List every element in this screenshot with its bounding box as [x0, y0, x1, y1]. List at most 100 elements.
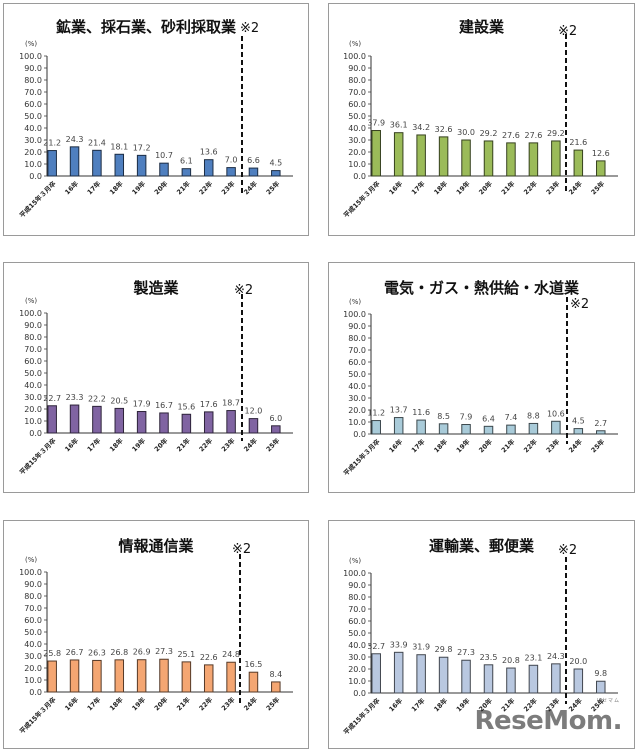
bar	[69, 146, 80, 177]
x-category-label: 16年	[387, 696, 405, 714]
chart-title: 製造業	[133, 279, 179, 297]
x-category-label: 25年	[264, 179, 282, 197]
data-label: 20.0	[569, 657, 587, 666]
data-label: 32.7	[367, 642, 385, 651]
y-tick-label: 80.0	[348, 593, 366, 602]
bar	[596, 680, 606, 694]
x-category-label: 21年	[499, 179, 517, 197]
data-label: 11.2	[367, 409, 385, 418]
y-axis-unit-label: (%)	[25, 40, 38, 48]
y-tick-label: 50.0	[348, 629, 366, 638]
footnote-marker: ※2	[240, 21, 260, 36]
y-tick-label: 10.0	[348, 677, 366, 686]
bar	[159, 658, 169, 693]
x-category-label: 23年	[219, 695, 237, 713]
y-tick-label: 80.0	[24, 76, 42, 85]
y-tick-label: 90.0	[24, 580, 42, 589]
bar	[248, 671, 259, 693]
x-category-label: 20年	[152, 695, 170, 713]
x-category-label: 22年	[521, 437, 539, 455]
data-label: 8.4	[269, 670, 282, 679]
bar	[47, 405, 57, 434]
x-category-label: 24年	[242, 436, 260, 454]
data-label: 6.4	[482, 414, 495, 423]
bar-chart-plot: 0.0 10.0 20.0 30.0 40.0 50.0 60.0 70.0 80.0 90.0 1…	[17, 294, 293, 476]
y-tick-label: 0.0	[29, 688, 42, 697]
data-label: 8.8	[527, 411, 540, 420]
x-category-label: 19年	[130, 436, 148, 454]
y-tick-label: 40.0	[348, 641, 366, 650]
bar	[271, 425, 281, 434]
x-category-label: 20年	[477, 696, 495, 714]
y-tick-label: 10.0	[24, 417, 42, 426]
x-category-label: 25年	[589, 696, 607, 714]
y-tick-label: 90.0	[348, 64, 366, 73]
data-label: 33.9	[390, 640, 408, 649]
y-tick-label: 90.0	[24, 64, 42, 73]
x-category-label: 平成15年３月卒	[17, 695, 58, 736]
x-category-label: 22年	[197, 436, 215, 454]
data-label: 22.7	[43, 394, 61, 403]
bar	[92, 149, 102, 177]
data-label: 29.8	[435, 645, 453, 654]
data-label: 12.6	[592, 149, 610, 158]
data-label: 6.6	[247, 156, 260, 165]
bar	[573, 149, 584, 177]
bar	[136, 154, 147, 177]
y-tick-label: 70.0	[348, 88, 366, 97]
data-label: 36.1	[390, 121, 408, 130]
y-tick-label: 30.0	[24, 393, 42, 402]
bar	[69, 404, 80, 434]
y-tick-label: 60.0	[348, 358, 366, 367]
y-tick-label: 100.0	[343, 569, 366, 578]
data-label: 22.2	[88, 394, 106, 403]
x-category-label: 20年	[477, 179, 495, 197]
footnote-marker: ※2	[558, 543, 578, 558]
y-tick-label: 60.0	[348, 617, 366, 626]
x-category-label: 24年	[566, 696, 584, 714]
bar	[483, 425, 494, 435]
x-category-label: 19年	[130, 695, 148, 713]
y-tick-label: 100.0	[343, 310, 366, 319]
y-tick-label: 90.0	[348, 322, 366, 331]
x-category-label: 24年	[242, 179, 260, 197]
bar	[114, 659, 125, 693]
y-tick-label: 50.0	[24, 628, 42, 637]
x-category-label: 21年	[174, 179, 192, 197]
y-tick-label: 40.0	[24, 124, 42, 133]
data-label: 18.1	[110, 142, 128, 151]
x-category-label: 25年	[264, 436, 282, 454]
data-label: 20.5	[110, 396, 128, 405]
bar	[528, 664, 539, 694]
y-axis-unit-label: (%)	[349, 298, 362, 306]
x-category-label: 18年	[432, 696, 450, 714]
data-label: 24.3	[547, 652, 565, 661]
y-tick-label: 40.0	[348, 382, 366, 391]
bar	[416, 134, 426, 177]
y-tick-label: 0.0	[353, 172, 366, 181]
data-label: 23.5	[480, 653, 498, 662]
data-label: 26.8	[110, 648, 128, 657]
chart-title: 運輸業、郵便業	[428, 537, 534, 555]
data-label: 11.6	[412, 408, 430, 417]
bar	[226, 167, 236, 177]
x-category-label: 17年	[409, 696, 427, 714]
y-tick-label: 10.0	[348, 160, 366, 169]
y-axis-unit-label: (%)	[349, 40, 362, 48]
y-tick-label: 40.0	[348, 124, 366, 133]
y-tick-label: 30.0	[348, 136, 366, 145]
bar	[528, 142, 539, 177]
chart-title: 情報通信業	[118, 537, 194, 555]
bar	[203, 411, 214, 434]
data-label: 4.5	[572, 417, 585, 426]
y-tick-label: 60.0	[24, 100, 42, 109]
y-tick-label: 40.0	[24, 381, 42, 390]
x-category-label: 23年	[219, 436, 237, 454]
x-category-label: 22年	[197, 695, 215, 713]
x-category-label: 平成15年３月卒	[341, 437, 382, 478]
bar	[393, 132, 404, 177]
chart-panel-construction: 建設業 ※2 (%) 0.0 10.0 20.0 30.0 40.0 50.0 60.0 70.0 8…	[328, 3, 635, 236]
bar	[47, 660, 57, 693]
data-label: 21.4	[88, 138, 106, 147]
y-axis-unit-label: (%)	[25, 297, 38, 305]
